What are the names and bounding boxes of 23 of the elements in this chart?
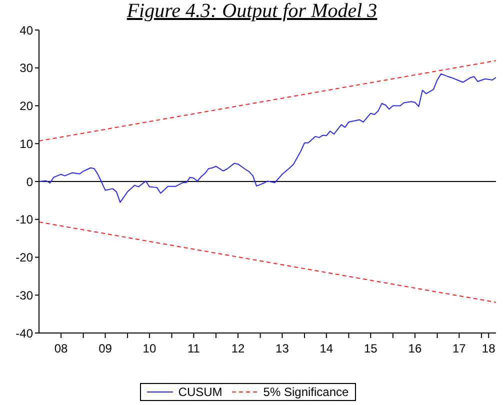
x-tick-label: 17 — [452, 342, 466, 356]
x-tick-label: 12 — [231, 342, 245, 356]
y-tick-label: 30 — [20, 61, 34, 76]
y-tick-label: 0 — [26, 174, 34, 189]
x-tick-label: 10 — [142, 342, 156, 356]
y-tick-label: -20 — [16, 250, 34, 265]
y-tick-label: -40 — [16, 326, 34, 340]
y-tick-label: -10 — [16, 212, 34, 227]
chart-title: Figure 4.3: Output for Model 3 — [126, 0, 378, 22]
x-tick-label: 13 — [276, 342, 290, 356]
x-tick-label: 15 — [364, 342, 378, 356]
x-tick-label: 11 — [187, 342, 200, 356]
x-tick-label: 09 — [98, 342, 112, 356]
y-tick-label: 40 — [20, 23, 34, 38]
x-tick-label: 14 — [320, 342, 334, 356]
legend-label: CUSUM — [177, 385, 222, 399]
x-tick-label: 16 — [408, 342, 422, 356]
x-tick-label: 18 — [482, 342, 496, 356]
legend-label: 5% Significance — [262, 385, 349, 399]
y-tick-label: 10 — [20, 136, 34, 151]
y-tick-label: -30 — [16, 288, 34, 302]
x-tick-label: 08 — [54, 342, 68, 356]
y-tick-label: 20 — [20, 99, 34, 114]
